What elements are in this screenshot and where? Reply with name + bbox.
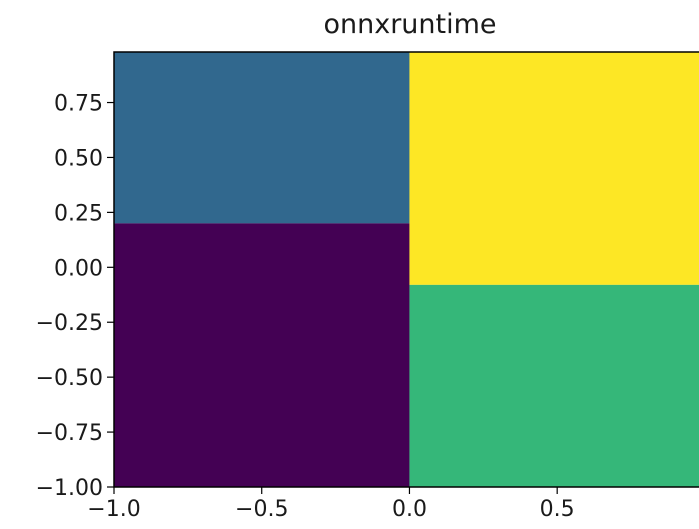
y-tick-label: 0.25: [54, 201, 103, 226]
x-tick-label: 0.0: [392, 497, 427, 522]
x-axis: −1.0 −0.5 0.0 0.5: [87, 487, 575, 522]
x-tick-label: 0.5: [540, 497, 575, 522]
y-tick-label: 0.75: [54, 92, 103, 117]
y-axis: 0.75 0.50 0.25 0.00 −0.25 −0.50 −0.75 −1.00: [36, 92, 114, 501]
x-tick-label: −0.5: [235, 497, 288, 522]
plot-frame: [113, 51, 699, 488]
y-tick-label: 0.50: [54, 146, 103, 171]
y-tick-label: −1.00: [36, 476, 103, 501]
region-cell-3: [409, 52, 699, 285]
y-tick-label: −0.25: [36, 311, 103, 336]
y-tick-label: 0.00: [54, 256, 103, 281]
x-tick-label: −1.0: [87, 497, 140, 522]
chart-title: onnxruntime: [323, 9, 496, 40]
region-cell-1: [114, 52, 410, 224]
region-cell-4: [409, 284, 699, 487]
region-cell-2: [114, 223, 410, 487]
decision-regions: [114, 52, 699, 487]
y-tick-label: −0.50: [36, 366, 103, 391]
y-tick-label: −0.75: [36, 421, 103, 446]
